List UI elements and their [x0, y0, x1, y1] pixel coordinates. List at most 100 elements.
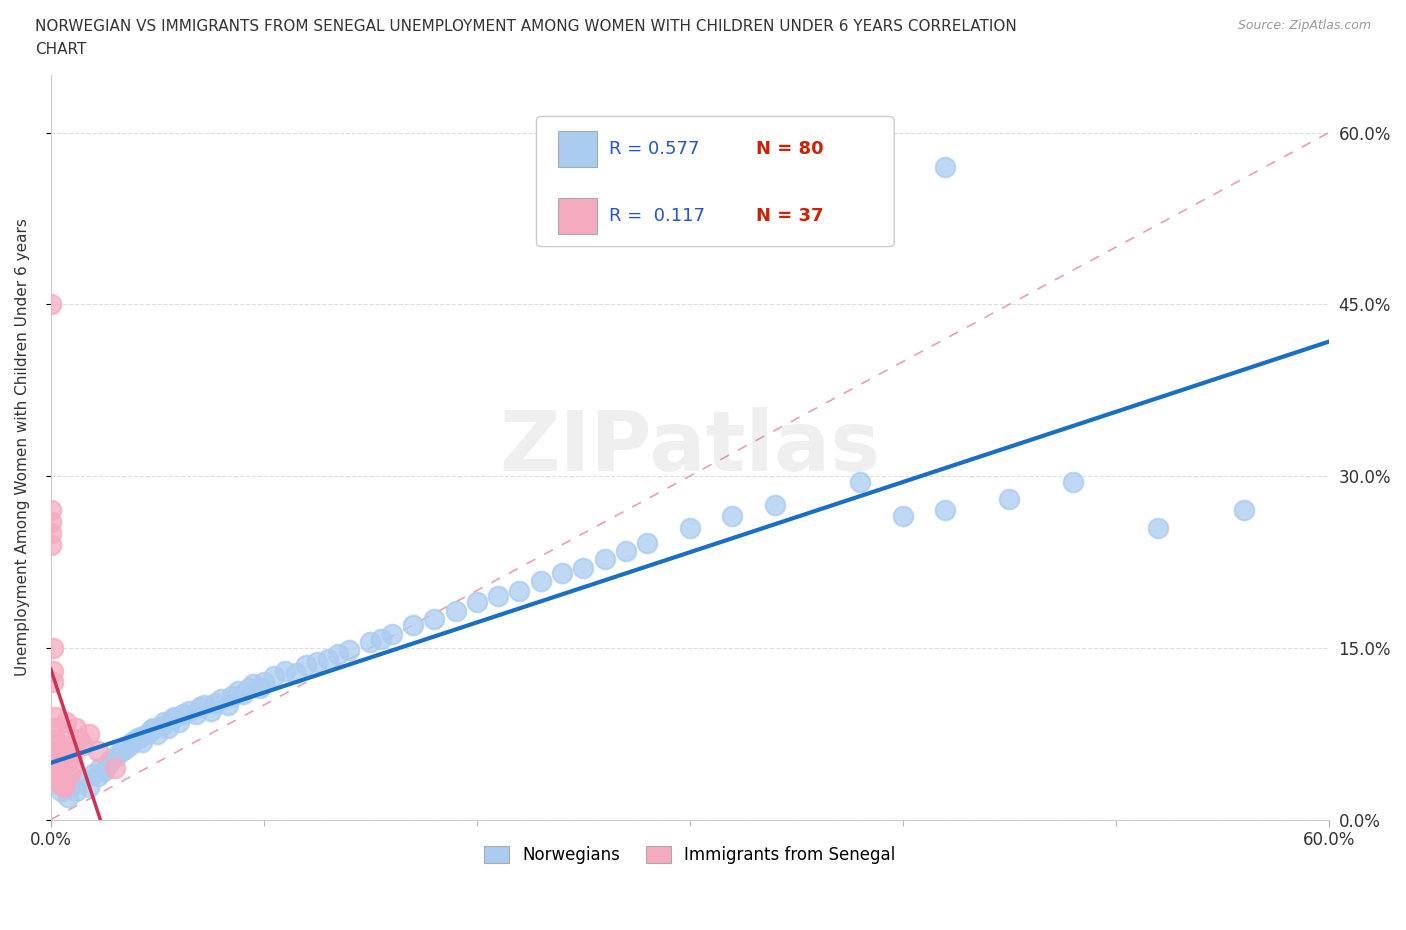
Point: [56, 790, 79, 804]
Point: [934, 503, 956, 518]
FancyBboxPatch shape: [558, 198, 596, 234]
Point: [65, 721, 87, 736]
Point: [56, 755, 79, 770]
Point: [77, 780, 100, 795]
Point: [59, 766, 82, 781]
Point: [572, 560, 595, 575]
Point: [150, 718, 173, 733]
Text: ZIPatlas: ZIPatlas: [499, 407, 880, 488]
Point: [465, 594, 488, 609]
Point: [891, 509, 914, 524]
Point: [39, 503, 62, 518]
Point: [52, 780, 75, 795]
Point: [328, 646, 350, 661]
Point: [46, 755, 69, 770]
Point: [249, 681, 271, 696]
Point: [167, 715, 190, 730]
Point: [44, 732, 66, 747]
Point: [39, 538, 62, 552]
Point: [508, 583, 530, 598]
Point: [1062, 474, 1084, 489]
Point: [142, 721, 165, 736]
Point: [370, 631, 392, 646]
Point: [55, 715, 77, 730]
Point: [359, 634, 381, 649]
Text: R =  0.117: R = 0.117: [609, 207, 706, 225]
Point: [530, 574, 553, 589]
Point: [110, 743, 132, 758]
Point: [125, 732, 148, 747]
Point: [614, 543, 637, 558]
Point: [48, 766, 70, 781]
Point: [48, 761, 70, 776]
Point: [82, 766, 104, 781]
Point: [44, 721, 66, 736]
Point: [184, 707, 207, 722]
Point: [60, 750, 83, 764]
Point: [51, 768, 73, 783]
Point: [849, 474, 872, 489]
Point: [284, 666, 307, 681]
Point: [1232, 503, 1254, 518]
Text: N = 80: N = 80: [756, 140, 824, 158]
Point: [295, 658, 318, 672]
Point: [209, 692, 232, 707]
Point: [135, 726, 157, 741]
Point: [152, 715, 174, 730]
Point: [423, 612, 446, 627]
Point: [86, 743, 108, 758]
Point: [146, 726, 169, 741]
Point: [97, 757, 120, 772]
Point: [60, 761, 83, 776]
Point: [42, 663, 65, 678]
Point: [402, 618, 425, 632]
Point: [93, 764, 115, 779]
Point: [67, 732, 90, 747]
Point: [51, 783, 73, 798]
Y-axis label: Unemployment Among Women with Children Under 6 years: Unemployment Among Women with Children U…: [15, 219, 30, 676]
Point: [104, 761, 127, 776]
Point: [51, 777, 73, 792]
Point: [274, 663, 297, 678]
Point: [486, 589, 509, 604]
Point: [46, 743, 69, 758]
Point: [139, 723, 162, 737]
Point: [86, 768, 108, 783]
Point: [118, 737, 141, 752]
Point: [337, 643, 360, 658]
Point: [444, 604, 467, 618]
Point: [934, 160, 956, 175]
FancyBboxPatch shape: [537, 116, 894, 246]
Point: [242, 677, 264, 692]
Point: [72, 737, 94, 752]
Point: [72, 772, 94, 787]
Point: [217, 698, 239, 712]
Point: [121, 735, 143, 750]
Point: [46, 737, 69, 752]
Point: [188, 700, 211, 715]
FancyBboxPatch shape: [558, 131, 596, 167]
Point: [48, 757, 70, 772]
Point: [100, 752, 122, 767]
Point: [131, 735, 153, 750]
Point: [52, 776, 75, 790]
Point: [156, 721, 179, 736]
Point: [60, 777, 83, 792]
Point: [221, 688, 243, 703]
Point: [721, 509, 744, 524]
Text: NORWEGIAN VS IMMIGRANTS FROM SENEGAL UNEMPLOYMENT AMONG WOMEN WITH CHILDREN UNDE: NORWEGIAN VS IMMIGRANTS FROM SENEGAL UNE…: [35, 19, 1017, 33]
Point: [593, 551, 616, 566]
Point: [39, 514, 62, 529]
Point: [42, 641, 65, 656]
Point: [381, 627, 404, 642]
Point: [42, 675, 65, 690]
Point: [51, 772, 73, 787]
Point: [39, 297, 62, 312]
Point: [238, 681, 260, 696]
Point: [179, 703, 201, 718]
Point: [104, 750, 127, 764]
Point: [253, 675, 276, 690]
Point: [231, 686, 253, 701]
Point: [551, 566, 574, 581]
Point: [172, 707, 194, 722]
